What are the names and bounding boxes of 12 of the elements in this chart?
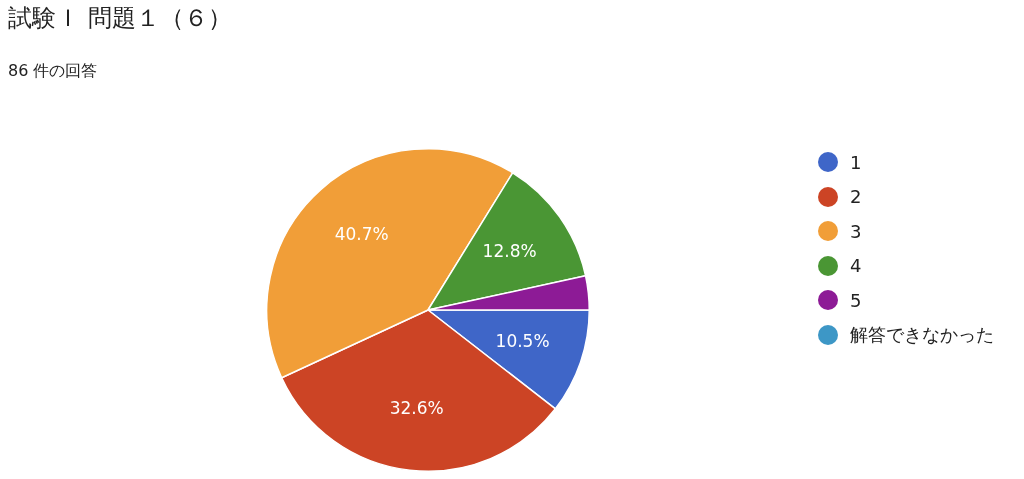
legend-label: 1: [850, 151, 862, 173]
legend-label: 解答できなかった: [850, 322, 994, 347]
text: 86 件の回答: [8, 61, 98, 82]
legend-label: 5: [850, 289, 862, 311]
legend-label: 3: [850, 220, 862, 242]
data-label: 40.7%: [334, 223, 389, 244]
legend-label: 4: [850, 255, 862, 277]
chart-title: 試験Ｉ 問題１（６）: [8, 3, 232, 34]
legend-label: 2: [850, 186, 862, 208]
data-label: 32.6%: [389, 397, 444, 418]
data-label: 12.8%: [482, 240, 537, 261]
data-label: 10.5%: [495, 330, 550, 351]
